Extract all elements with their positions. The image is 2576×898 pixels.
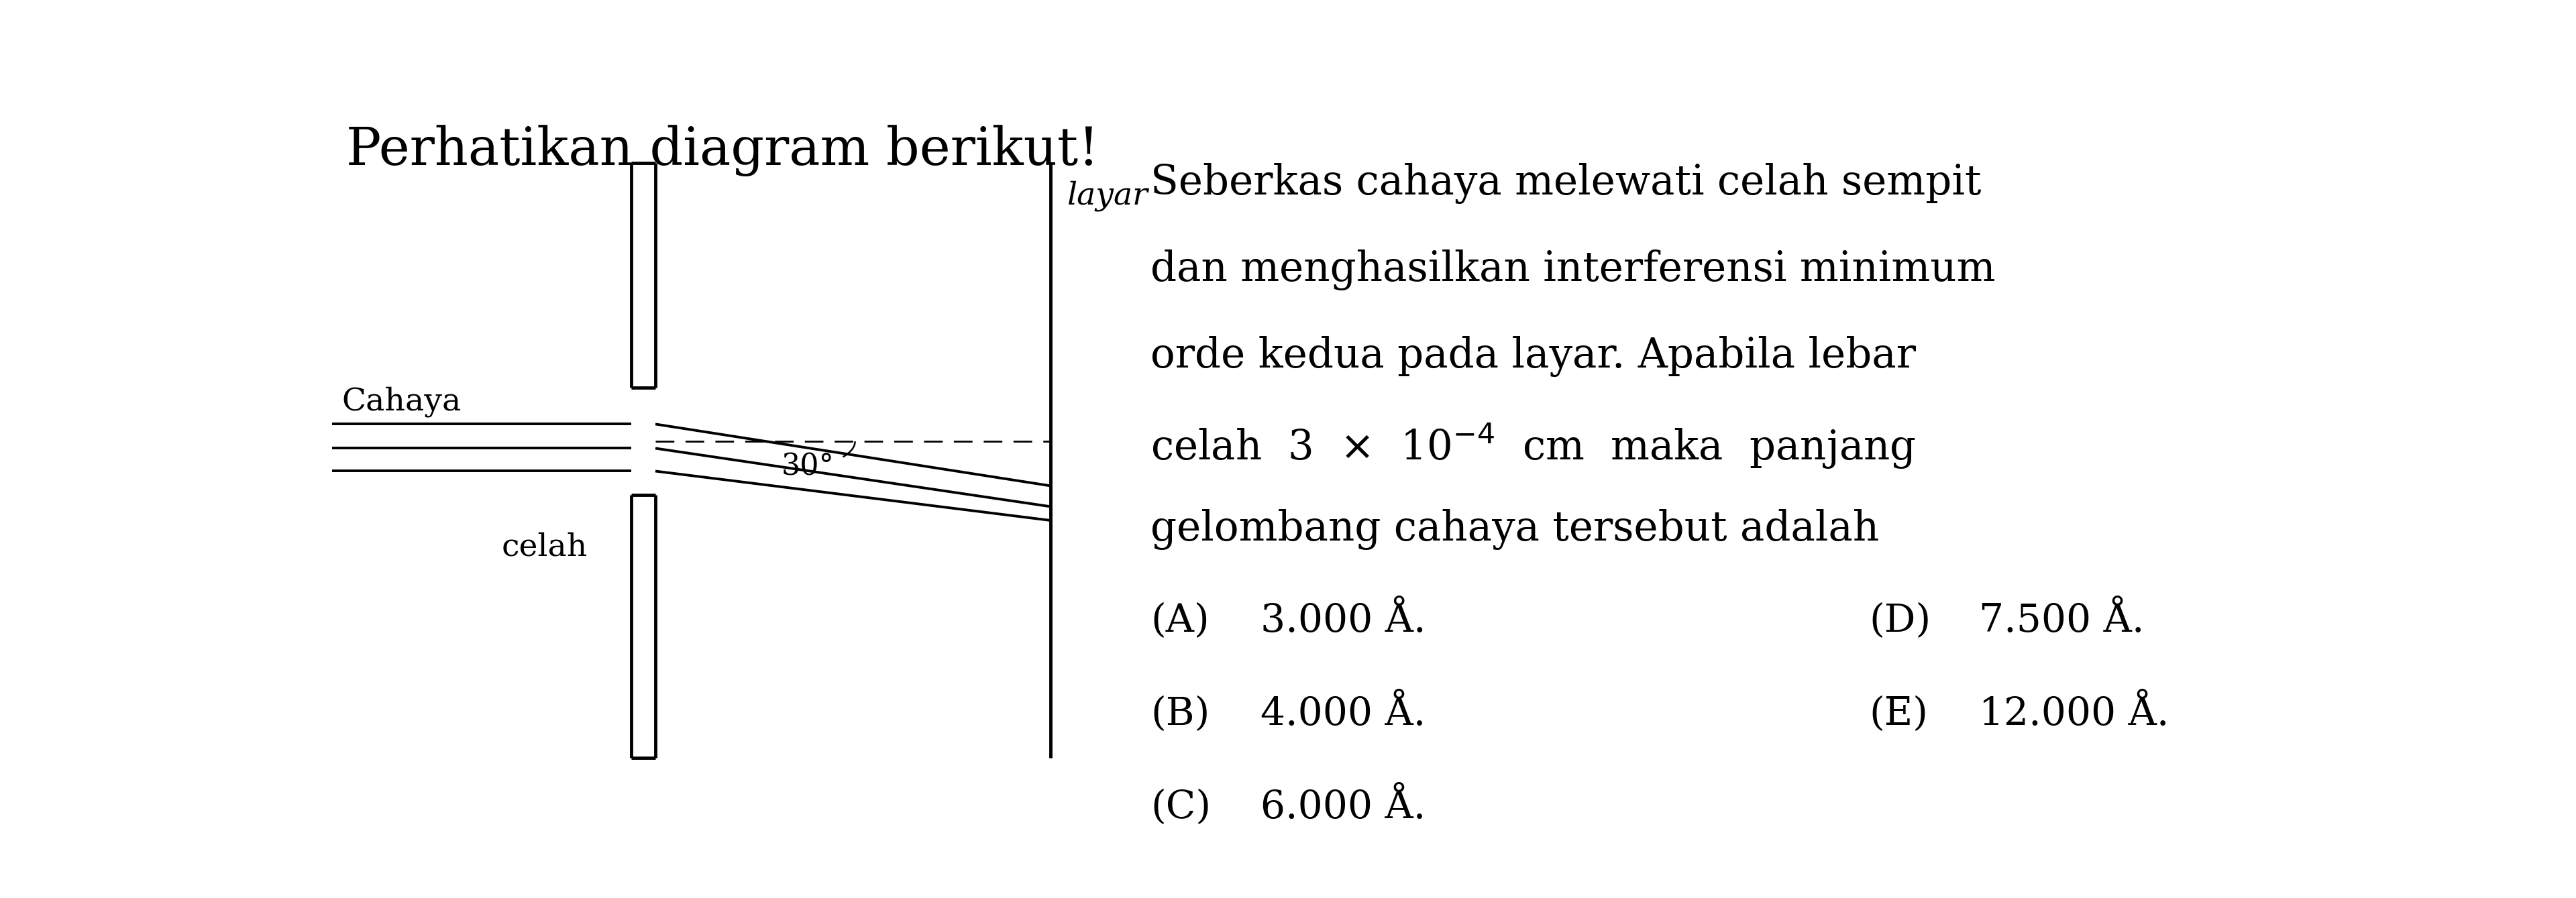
Text: Seberkas cahaya melewati celah sempit: Seberkas cahaya melewati celah sempit	[1151, 163, 1981, 204]
Text: celah  3  $\times$  10$^{-4}$  cm  maka  panjang: celah 3 $\times$ 10$^{-4}$ cm maka panja…	[1151, 422, 1917, 471]
Text: layar: layar	[1066, 180, 1149, 211]
Text: 6.000 Å.: 6.000 Å.	[1260, 788, 1425, 826]
Text: 4.000 Å.: 4.000 Å.	[1260, 695, 1425, 733]
Text: Cahaya: Cahaya	[343, 386, 461, 417]
Text: dan menghasilkan interferensi minimum: dan menghasilkan interferensi minimum	[1151, 250, 1996, 290]
Text: (C): (C)	[1151, 788, 1211, 826]
Text: (D): (D)	[1870, 603, 1932, 639]
Text: (A): (A)	[1151, 603, 1208, 639]
Text: Perhatikan diagram berikut!: Perhatikan diagram berikut!	[345, 125, 1100, 177]
Text: orde kedua pada layar. Apabila lebar: orde kedua pada layar. Apabila lebar	[1151, 336, 1917, 377]
Text: 7.500 Å.: 7.500 Å.	[1978, 603, 2143, 639]
Text: celah: celah	[502, 532, 587, 562]
Text: (B): (B)	[1151, 695, 1211, 733]
Text: 12.000 Å.: 12.000 Å.	[1978, 695, 2169, 733]
Text: 3.000 Å.: 3.000 Å.	[1260, 603, 1425, 639]
Text: gelombang cahaya tersebut adalah: gelombang cahaya tersebut adalah	[1151, 509, 1880, 550]
Text: 30°: 30°	[781, 452, 835, 481]
Text: (E): (E)	[1870, 695, 1929, 733]
